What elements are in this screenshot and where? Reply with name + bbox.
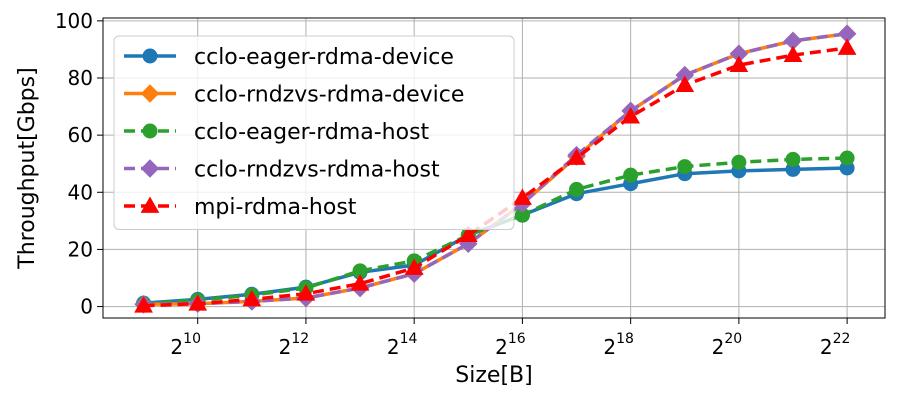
x-tick-exponent: 16	[508, 331, 526, 347]
legend-item: mpi-rdma-host	[124, 195, 357, 220]
data-point	[621, 107, 641, 124]
legend-label: cclo-rndzvs-rdma-host	[194, 158, 440, 183]
series-mpi-rdma-host	[134, 38, 857, 313]
legend-label: cclo-eager-rdma-device	[194, 45, 454, 70]
x-tick-label: 218	[603, 331, 634, 359]
x-tick-base: 2	[820, 335, 833, 359]
data-point	[567, 148, 586, 165]
legend-marker	[140, 196, 160, 213]
x-tick-label: 214	[387, 331, 418, 359]
data-point	[839, 150, 855, 166]
data-point	[350, 274, 370, 291]
y-tick-label: 0	[80, 295, 93, 319]
legend-item: cclo-rndzvs-rdma-device	[124, 83, 464, 108]
x-tick-exponent: 14	[400, 331, 418, 347]
y-tick-label: 60	[68, 123, 93, 147]
y-tick-label: 100	[55, 9, 93, 33]
data-point	[296, 284, 316, 301]
legend-item: cclo-eager-rdma-host	[124, 120, 430, 145]
y-tick-label: 20	[68, 237, 93, 261]
data-point	[675, 75, 695, 93]
data-point	[569, 181, 585, 197]
legend-marker	[140, 84, 160, 103]
data-point	[134, 296, 153, 313]
x-tick-base: 2	[170, 335, 183, 359]
x-tick-base: 2	[495, 335, 508, 359]
legend: cclo-eager-rdma-device cclo-rndzvs-rdma-d…	[113, 35, 515, 230]
x-tick-label: 212	[279, 331, 310, 359]
data-point	[729, 55, 749, 73]
legend-marker	[140, 159, 160, 178]
legend-item: cclo-eager-rdma-device	[124, 45, 454, 70]
x-tick-label: 216	[495, 331, 526, 359]
x-tick-exponent: 12	[291, 331, 309, 347]
series-line	[143, 46, 848, 308]
legend-item: cclo-rndzvs-rdma-host	[124, 158, 440, 183]
x-tick-label: 210	[170, 331, 201, 359]
x-tick-exponent: 22	[833, 331, 851, 347]
data-point	[242, 289, 262, 307]
y-axis-title: Throughput[Gbps]	[15, 67, 40, 269]
x-tick-base: 2	[712, 335, 725, 359]
y-tick-label: 80	[68, 66, 93, 90]
data-point	[677, 159, 693, 175]
x-tick-exponent: 10	[183, 331, 201, 347]
x-tick-label: 220	[712, 331, 743, 359]
legend-label: cclo-eager-rdma-host	[194, 120, 430, 145]
x-tick-base: 2	[603, 335, 616, 359]
legend-label: mpi-rdma-host	[194, 195, 357, 220]
data-point	[188, 294, 208, 311]
legend-marker	[142, 123, 158, 139]
data-point	[623, 167, 639, 183]
data-point	[837, 38, 857, 55]
plot-frame	[102, 17, 886, 319]
y-axis-ticks: 0 20 40 60 80 100	[55, 9, 103, 319]
data-point	[785, 151, 801, 167]
x-tick-base: 2	[387, 335, 400, 359]
x-tick-base: 2	[279, 335, 292, 359]
legend-box	[113, 35, 515, 230]
data-point	[458, 225, 478, 243]
x-axis-ticks: 210 212 214 216 218 220 222	[170, 318, 850, 359]
data-point	[731, 154, 747, 170]
data-point	[404, 258, 424, 275]
legend-marker	[142, 48, 158, 64]
data-point	[783, 45, 803, 63]
legend-label: cclo-rndzvs-rdma-device	[194, 83, 464, 108]
x-tick-exponent: 18	[616, 331, 634, 347]
data-point	[513, 188, 532, 205]
x-tick-exponent: 20	[724, 331, 742, 347]
y-tick-label: 40	[68, 180, 93, 204]
x-axis-title: Size[B]	[455, 363, 532, 388]
x-tick-label: 222	[820, 331, 851, 359]
